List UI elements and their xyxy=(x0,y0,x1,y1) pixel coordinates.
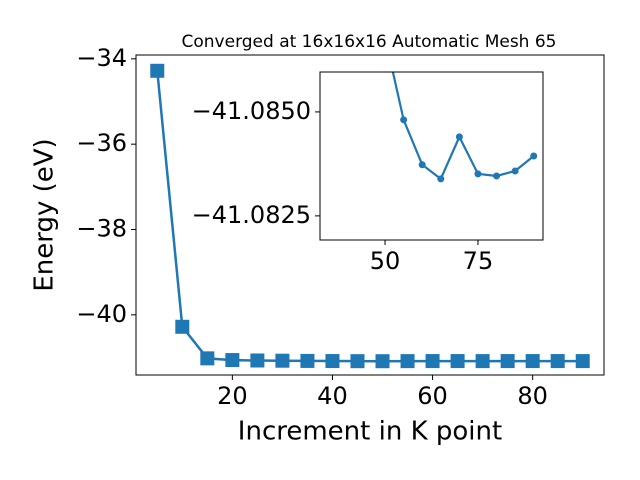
axes-frame xyxy=(135,54,605,376)
chart-title: Converged at 16x16x16 Automatic Mesh 65 xyxy=(182,32,557,52)
plot-area xyxy=(320,72,543,240)
marker xyxy=(418,161,426,169)
series xyxy=(391,72,538,183)
axes-frame xyxy=(319,71,544,241)
marker xyxy=(350,354,365,369)
y-axis-label: Energy (eV) xyxy=(30,138,60,291)
marker xyxy=(475,354,490,369)
marker xyxy=(493,172,501,180)
marker xyxy=(500,354,515,369)
x-tick-label: 50 xyxy=(370,247,401,275)
marker xyxy=(375,354,390,369)
marker xyxy=(474,170,482,178)
marker xyxy=(175,319,190,334)
marker xyxy=(575,354,590,369)
x-tick-label: 75 xyxy=(463,247,494,275)
x-tick-label: 60 xyxy=(417,382,448,410)
marker xyxy=(300,353,315,368)
y-tick-label: −38 xyxy=(76,215,127,243)
marker xyxy=(550,354,565,369)
x-tick-label: 40 xyxy=(317,382,348,410)
marker xyxy=(525,354,540,369)
y-tick-label: −40 xyxy=(76,300,127,328)
marker xyxy=(275,353,290,368)
marker xyxy=(225,353,240,368)
marker xyxy=(425,354,440,369)
marker xyxy=(530,152,538,160)
marker xyxy=(400,354,415,369)
x-tick-label: 80 xyxy=(517,382,548,410)
marker xyxy=(450,354,465,369)
series xyxy=(150,63,590,369)
marker xyxy=(150,63,165,78)
marker xyxy=(200,351,215,366)
marker xyxy=(437,175,445,183)
y-tick-label: −41.0825 xyxy=(192,201,311,229)
marker xyxy=(250,353,265,368)
marker xyxy=(511,167,519,175)
marker xyxy=(325,354,340,369)
marker xyxy=(400,116,408,124)
x-tick-label: 20 xyxy=(217,382,248,410)
y-tick-label: −41.0850 xyxy=(192,97,311,125)
x-axis-label: Increment in K point xyxy=(238,417,502,447)
y-tick-label: −36 xyxy=(76,129,127,157)
y-tick-label: −34 xyxy=(76,44,127,72)
marker xyxy=(455,133,463,141)
